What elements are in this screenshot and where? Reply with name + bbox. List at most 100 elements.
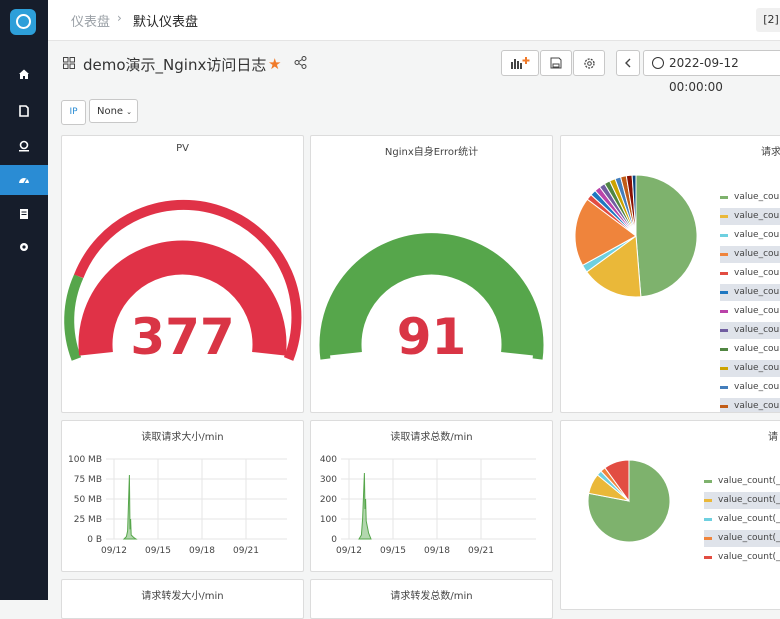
gauge-threshold-green xyxy=(64,274,84,361)
legend-swatch xyxy=(720,329,728,332)
search-nav[interactable] xyxy=(0,96,48,126)
add-panel-button[interactable] xyxy=(501,50,539,76)
topright-button[interactable]: [2] xyxy=(756,8,780,32)
time-range-picker[interactable]: 2022-09-12 00:00:00 xyxy=(643,50,780,94)
second-pie-panel: 请 value_count(_i value_count(_i value_coun… xyxy=(560,420,780,610)
breadcrumb-root[interactable]: 仪表盘 xyxy=(71,15,111,30)
legend-swatch xyxy=(704,518,712,521)
report-icon xyxy=(20,209,28,219)
error-panel: Nginx自身Error统计 91 xyxy=(310,135,553,413)
home-icon xyxy=(19,69,29,79)
legend-item[interactable]: value_coun xyxy=(720,341,780,358)
pie-slice xyxy=(635,174,698,298)
pv-gauge xyxy=(64,199,302,361)
series-line xyxy=(122,474,138,540)
y-tick-label: 400 xyxy=(320,455,337,465)
settings-button[interactable] xyxy=(573,50,605,76)
legend-item[interactable]: value_count(_i xyxy=(704,511,780,528)
legend-item[interactable]: value_coun xyxy=(720,303,780,320)
legend-item[interactable]: value_count(_i xyxy=(704,492,780,509)
document-icon xyxy=(19,105,29,117)
pv-value: 377 xyxy=(130,308,235,366)
legend-swatch xyxy=(720,405,728,408)
legend-item[interactable]: value_count(_i xyxy=(704,549,780,566)
y-tick-label: 0 B xyxy=(87,535,102,545)
share-icon[interactable] xyxy=(294,56,307,69)
gauge-threshold-red xyxy=(74,199,302,361)
dashboard-nav[interactable] xyxy=(0,165,48,195)
x-tick-label: 09/15 xyxy=(380,546,406,556)
report-nav[interactable] xyxy=(0,199,48,229)
gauge-value-arc xyxy=(78,240,287,356)
legend-item[interactable]: value_coun xyxy=(720,284,780,301)
legend-item[interactable]: value_coun xyxy=(720,208,780,225)
legend-label: value_coun xyxy=(734,211,780,221)
legend-label: value_coun xyxy=(734,287,780,297)
legend-item[interactable]: value_coun xyxy=(720,189,780,206)
pie-slice xyxy=(604,459,630,503)
legend-label: value_coun xyxy=(734,249,780,259)
app-logo[interactable] xyxy=(10,9,36,35)
read-size-panel: 读取请求大小/min 100 MB 75 MB 50 MB 25 MB 0 B 09/12… xyxy=(61,420,304,572)
legend-swatch xyxy=(720,386,728,389)
save-button[interactable] xyxy=(540,50,572,76)
legend-label: value_coun xyxy=(734,325,780,335)
legend-swatch xyxy=(704,556,712,559)
settings-nav[interactable] xyxy=(0,232,48,262)
ip-filter-select[interactable]: None ⌄ xyxy=(89,99,138,123)
panel-title: 请求转发大小/min xyxy=(141,591,224,602)
legend-item[interactable]: value_count(_i xyxy=(704,473,780,490)
legend-swatch xyxy=(720,215,728,218)
legend-item[interactable]: value_coun xyxy=(720,265,780,282)
x-tick-label: 09/15 xyxy=(145,546,171,556)
legend-label: value_count(_i xyxy=(718,552,780,562)
legend-label: value_count(_i xyxy=(718,514,780,524)
ip-filter-value: None xyxy=(97,106,124,117)
gauge-threshold-green xyxy=(319,233,544,360)
sidebar xyxy=(0,0,48,600)
home-nav[interactable] xyxy=(0,59,48,89)
legend-swatch xyxy=(720,234,728,237)
y-tick-label: 25 MB xyxy=(74,515,102,525)
legend-label: value_coun xyxy=(734,382,780,392)
y-tick-label: 100 xyxy=(320,515,337,525)
legend-label: value_count(_i xyxy=(718,495,780,505)
legend-item[interactable]: value_coun xyxy=(720,227,780,244)
gear-icon xyxy=(583,57,595,69)
dashboard-icon xyxy=(19,178,29,184)
legend-label: value_coun xyxy=(734,230,780,240)
dashboard-title[interactable]: demo演示_Nginx访问日志 xyxy=(83,56,267,74)
legend-item[interactable]: value_coun xyxy=(720,322,780,339)
request-pie-chart xyxy=(574,174,698,298)
x-tick-label: 09/21 xyxy=(233,546,259,556)
legend-swatch xyxy=(720,272,728,275)
panel-title: 请 xyxy=(768,432,778,443)
chevron-left-icon xyxy=(625,58,631,68)
time-back-button[interactable] xyxy=(616,50,640,76)
panel-title: 读取请求大小/min xyxy=(141,432,224,443)
read-total-chart: 400 300 200 100 009/12 09/15 09/18 09/21 xyxy=(320,455,536,556)
legend-item[interactable]: value_coun xyxy=(720,360,780,377)
legend-item[interactable]: value_coun xyxy=(720,379,780,396)
panel-title: 请求 xyxy=(761,147,780,158)
y-tick-label: 200 xyxy=(320,495,337,505)
read-total-panel: 读取请求总数/min 400 300 200 100 0 09/12 09/15 09/18 0… xyxy=(310,420,553,572)
x-tick-label: 09/12 xyxy=(101,546,127,556)
legend-swatch xyxy=(720,196,728,199)
legend-item[interactable]: value_coun xyxy=(720,246,780,263)
legend-item[interactable]: value_count(_i xyxy=(704,530,780,547)
panel-title: 请求转发总数/min xyxy=(390,591,473,602)
x-tick-label: 09/12 xyxy=(336,546,362,556)
legend-label: value_count(_i xyxy=(718,533,780,543)
series-line xyxy=(358,472,372,540)
legend-label: value_coun xyxy=(734,363,780,373)
legend-item[interactable]: value_coun xyxy=(720,398,780,412)
gear-icon xyxy=(20,243,28,251)
panel-title: PV xyxy=(176,143,189,154)
breadcrumb-current: 默认仪表盘 xyxy=(133,15,199,30)
alert-nav[interactable] xyxy=(0,131,48,161)
star-icon[interactable]: ★ xyxy=(268,55,282,73)
chevron-down-icon: ⌄ xyxy=(126,108,132,116)
legend-label: value_coun xyxy=(734,268,780,278)
legend-swatch xyxy=(704,499,712,502)
